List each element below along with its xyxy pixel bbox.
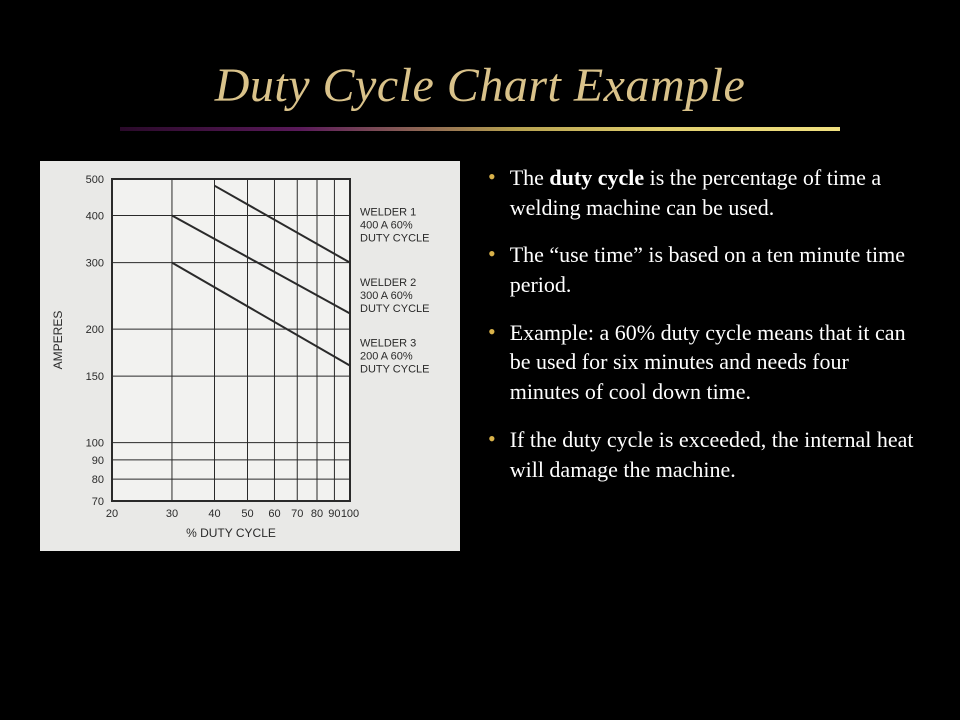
bullet-text: If the duty cycle is exceeded, the inter…: [510, 425, 920, 484]
bullet-dot-icon: •: [488, 240, 496, 268]
bullet-list: • The duty cycle is the percentage of tim…: [488, 161, 920, 551]
svg-text:DUTY CYCLE: DUTY CYCLE: [360, 233, 429, 245]
svg-text:WELDER 1: WELDER 1: [360, 207, 416, 219]
bullet-item: • If the duty cycle is exceeded, the inte…: [488, 425, 920, 484]
svg-text:100: 100: [86, 438, 104, 450]
svg-text:90: 90: [92, 455, 104, 467]
bullet-text: Example: a 60% duty cycle means that it …: [510, 318, 920, 407]
svg-text:% DUTY CYCLE: % DUTY CYCLE: [186, 526, 276, 540]
bullet-text: The “use time” is based on a ten minute …: [510, 240, 920, 299]
svg-text:30: 30: [166, 508, 178, 520]
bullet-dot-icon: •: [488, 425, 496, 453]
svg-text:DUTY CYCLE: DUTY CYCLE: [360, 363, 429, 375]
svg-text:150: 150: [86, 371, 104, 383]
svg-text:200 A 60%: 200 A 60%: [360, 350, 413, 362]
bullet-item: • The “use time” is based on a ten minute…: [488, 240, 920, 299]
svg-text:200: 200: [86, 324, 104, 336]
bullet-text: The duty cycle is the percentage of time…: [510, 163, 920, 222]
svg-text:WELDER 3: WELDER 3: [360, 337, 416, 349]
svg-text:40: 40: [208, 508, 220, 520]
duty-cycle-chart: 2030405060708090100708090100150200300400…: [40, 161, 460, 551]
svg-text:80: 80: [92, 474, 104, 486]
bullet-dot-icon: •: [488, 318, 496, 346]
bullet-item: • The duty cycle is the percentage of tim…: [488, 163, 920, 222]
svg-text:20: 20: [106, 508, 118, 520]
svg-text:80: 80: [311, 508, 323, 520]
svg-text:DUTY CYCLE: DUTY CYCLE: [360, 303, 429, 315]
svg-text:70: 70: [92, 496, 104, 508]
bullet-item: • Example: a 60% duty cycle means that it…: [488, 318, 920, 407]
svg-text:300 A 60%: 300 A 60%: [360, 290, 413, 302]
svg-text:60: 60: [268, 508, 280, 520]
svg-text:70: 70: [291, 508, 303, 520]
svg-text:400: 400: [86, 211, 104, 223]
svg-text:400 A 60%: 400 A 60%: [360, 220, 413, 232]
svg-text:90: 90: [328, 508, 340, 520]
svg-text:300: 300: [86, 258, 104, 270]
svg-text:500: 500: [86, 174, 104, 186]
svg-text:100: 100: [341, 508, 359, 520]
svg-text:AMPERES: AMPERES: [51, 311, 65, 370]
page-title: Duty Cycle Chart Example: [0, 58, 960, 113]
svg-text:WELDER 2: WELDER 2: [360, 277, 416, 289]
svg-text:50: 50: [241, 508, 253, 520]
bullet-dot-icon: •: [488, 163, 496, 191]
